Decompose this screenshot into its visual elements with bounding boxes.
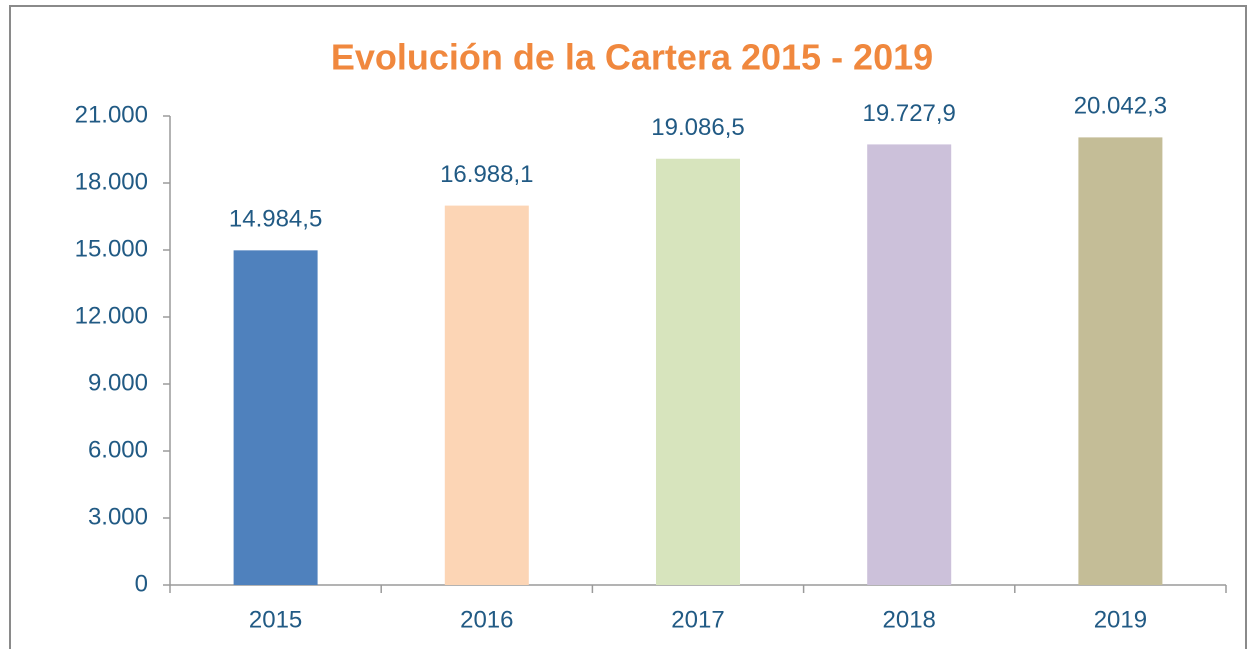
data-label: 14.984,5 — [229, 206, 322, 233]
y-tick-label: 6.000 — [88, 436, 148, 463]
x-tick-label: 2015 — [249, 606, 302, 633]
y-tick-label: 9.000 — [88, 369, 148, 396]
x-tick-label: 2016 — [460, 606, 513, 633]
bar — [233, 250, 318, 585]
chart-title: Evolución de la Cartera 2015 - 2019 — [331, 37, 933, 78]
x-tick-label: 2017 — [671, 606, 724, 633]
data-label: 19.727,9 — [862, 100, 955, 127]
y-tick-label: 18.000 — [75, 168, 148, 195]
data-label: 20.042,3 — [1074, 93, 1167, 120]
y-tick-label: 3.000 — [88, 503, 148, 530]
y-tick-label: 0 — [135, 570, 148, 597]
data-label: 16.988,1 — [440, 161, 533, 188]
bar — [656, 158, 740, 585]
x-tick-label: 2019 — [1094, 606, 1147, 633]
x-tick-label: 2018 — [883, 606, 936, 633]
data-label: 19.086,5 — [651, 114, 744, 141]
bar — [444, 205, 529, 585]
y-tick-label: 12.000 — [75, 302, 148, 329]
y-tick-label: 21.000 — [75, 101, 148, 128]
bar — [867, 144, 952, 586]
chart-frame — [9, 5, 1247, 649]
bar — [1078, 137, 1163, 586]
y-tick-label: 15.000 — [75, 235, 148, 262]
